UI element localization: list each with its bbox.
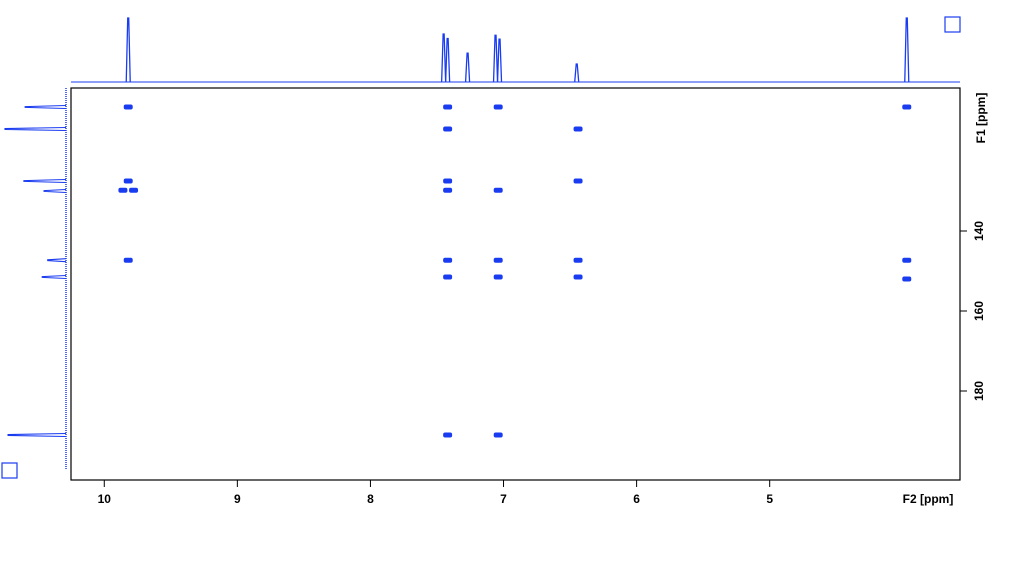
corner-box	[1, 462, 18, 479]
projection-peak	[41, 274, 67, 280]
projection-peak	[125, 17, 131, 83]
cross-peak	[123, 178, 133, 184]
cross-peak	[493, 187, 503, 193]
x-tick-label: 6	[633, 492, 640, 506]
cross-peak	[129, 187, 139, 193]
y-tick-label: 180	[972, 381, 986, 401]
cross-peak	[443, 274, 453, 280]
projection-peak	[440, 33, 447, 83]
cross-peak	[443, 104, 453, 110]
cross-peak	[123, 104, 133, 110]
projection-peak	[4, 126, 67, 132]
cross-peak	[573, 257, 583, 263]
projection-peak	[7, 432, 67, 438]
cross-peak	[493, 432, 503, 438]
x-tick-label: 10	[98, 492, 112, 506]
projection-peak	[496, 38, 503, 83]
x-tick-label: 5	[766, 492, 773, 506]
projection-peak	[24, 104, 67, 110]
cross-peak	[573, 178, 583, 184]
projection-peak	[23, 178, 67, 184]
plot-frame	[70, 87, 961, 481]
cross-peak	[443, 178, 453, 184]
cross-peak	[443, 187, 453, 193]
cross-peak	[573, 126, 583, 132]
cross-peak	[902, 276, 912, 282]
x-tick-label: 7	[500, 492, 507, 506]
cross-peak	[118, 187, 128, 193]
cross-peak	[443, 432, 453, 438]
projection-peak	[444, 37, 451, 83]
cross-peak	[493, 104, 503, 110]
y-tick-label: 140	[972, 221, 986, 241]
y-axis-label: F1 [ppm]	[974, 93, 988, 144]
cross-peak	[902, 257, 912, 263]
cross-peak	[123, 257, 133, 263]
cross-peak	[902, 104, 912, 110]
y-tick-label: 160	[972, 301, 986, 321]
projection-peak	[492, 34, 499, 83]
corner-box	[944, 16, 961, 33]
cross-peak	[443, 126, 453, 132]
cross-peak	[443, 257, 453, 263]
cross-peak	[493, 257, 503, 263]
projection-peak	[47, 258, 67, 263]
cross-peak	[573, 274, 583, 280]
projection-peak	[464, 52, 471, 83]
projection-peak	[904, 17, 910, 83]
projection-peak	[43, 188, 67, 194]
x-axis-label: F2 [ppm]	[903, 492, 954, 506]
projection-peak	[574, 63, 580, 83]
cross-peak	[493, 274, 503, 280]
x-tick-label: 9	[234, 492, 241, 506]
x-tick-label: 8	[367, 492, 374, 506]
